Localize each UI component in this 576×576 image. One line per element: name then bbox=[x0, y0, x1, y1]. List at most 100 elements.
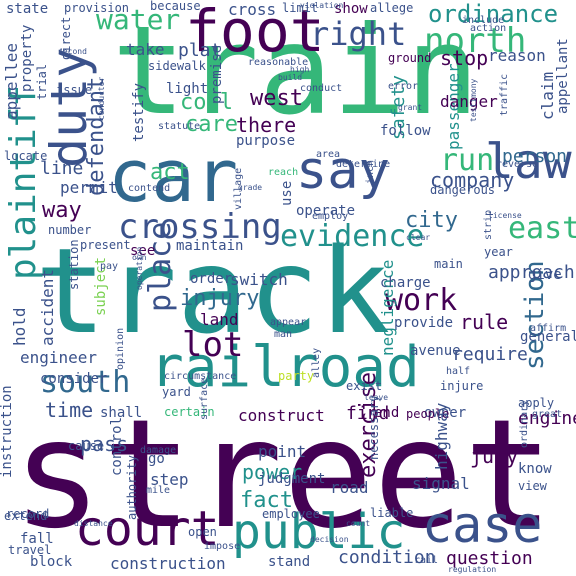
word-inch: inch bbox=[365, 159, 376, 184]
word-fact: fact bbox=[240, 488, 293, 513]
word-see: see bbox=[130, 243, 156, 259]
word-cross: cross bbox=[228, 0, 277, 19]
word-appellee: appellee bbox=[2, 42, 21, 120]
word-engineer: engineer bbox=[20, 348, 98, 367]
word-year: year bbox=[484, 245, 513, 259]
word-place: place bbox=[143, 221, 178, 312]
word-premise: premise bbox=[209, 44, 225, 104]
word-east: east bbox=[508, 211, 576, 246]
word-reasonable: reasonable bbox=[248, 57, 309, 68]
word-distance: distance bbox=[74, 519, 113, 528]
word-west: west bbox=[250, 86, 303, 111]
word-sidewalk: sidewalk bbox=[148, 59, 206, 73]
word-extend: extend bbox=[4, 509, 48, 523]
word-step: step bbox=[150, 470, 189, 489]
word-open: open bbox=[188, 525, 217, 539]
word-cause: cause bbox=[68, 439, 105, 453]
word-allege: allege bbox=[370, 1, 414, 15]
word-case: case bbox=[422, 496, 543, 554]
word-state: state bbox=[6, 1, 49, 17]
word-signal: signal bbox=[412, 474, 470, 493]
word-say: say bbox=[296, 141, 390, 201]
word-follow: follow bbox=[380, 123, 431, 139]
word-north: north bbox=[424, 21, 527, 61]
word-order: order bbox=[190, 271, 233, 287]
word-traffic: traffic bbox=[499, 73, 510, 116]
word-grade: grade bbox=[238, 183, 263, 192]
word-construction: construction bbox=[110, 554, 226, 573]
word-engine: engine bbox=[518, 408, 576, 429]
word-track: track bbox=[35, 222, 391, 360]
word-view: view bbox=[518, 479, 547, 493]
word-give: give bbox=[528, 267, 562, 283]
word-locate: locate bbox=[4, 149, 48, 163]
word-operate: operate bbox=[296, 203, 356, 219]
word-point: point bbox=[258, 442, 307, 461]
word-necessary: necessary bbox=[367, 394, 381, 460]
word-highway: highway bbox=[432, 402, 451, 470]
word-construct: construct bbox=[238, 406, 325, 425]
word-provide: provide bbox=[394, 315, 454, 331]
word-reach: reach bbox=[268, 167, 299, 178]
word-light: light bbox=[166, 81, 209, 97]
word-permit: permit bbox=[60, 178, 118, 197]
word-show: show bbox=[334, 1, 368, 17]
word-railroad: railroad bbox=[150, 335, 420, 400]
word-area: area bbox=[316, 149, 341, 160]
word-authority: authority bbox=[125, 454, 139, 520]
word-liable: liable bbox=[370, 506, 414, 520]
word-court: court bbox=[75, 501, 220, 557]
word-ordinance: ordinance bbox=[428, 0, 559, 28]
word-employ: employ bbox=[312, 211, 349, 222]
word-certain: certain bbox=[164, 405, 215, 419]
word-stop: stop bbox=[440, 46, 489, 70]
word-use: use bbox=[279, 180, 295, 206]
word-ordinary: ordinary bbox=[519, 399, 530, 448]
word-limit: limit bbox=[282, 1, 319, 15]
word-accident: accident bbox=[38, 268, 57, 346]
word-build: build bbox=[278, 73, 303, 82]
word-there: there bbox=[236, 113, 297, 137]
word-purpose: purpose bbox=[236, 133, 296, 149]
word-number: number bbox=[48, 223, 92, 237]
word-road: road bbox=[330, 478, 369, 497]
word-find: find bbox=[346, 403, 390, 424]
word-foot: foot bbox=[185, 0, 325, 65]
word-south: south bbox=[40, 365, 131, 400]
word-appear: appear bbox=[270, 317, 307, 328]
word-because: because bbox=[150, 0, 201, 13]
word-testify: testify bbox=[131, 82, 147, 142]
word-license: license bbox=[488, 211, 522, 220]
word-clear: clear bbox=[406, 233, 431, 242]
word-public: public bbox=[232, 504, 406, 560]
word-stand: stand bbox=[268, 554, 311, 570]
word-travel: travel bbox=[8, 543, 52, 557]
word-people: people bbox=[406, 407, 450, 421]
word-maintain: maintain bbox=[176, 238, 244, 254]
word-employee: employee bbox=[262, 507, 320, 521]
word-danger: danger bbox=[440, 92, 498, 111]
word-yard: yard bbox=[162, 385, 191, 399]
word-provision: provision bbox=[64, 1, 130, 15]
word-circumstance: circumstance bbox=[164, 371, 237, 382]
word-land: land bbox=[200, 310, 239, 329]
word-decision: decision bbox=[310, 535, 349, 544]
word-consider: consider bbox=[40, 371, 108, 387]
word-alley: alley bbox=[311, 347, 322, 378]
word-opinion: opinion bbox=[115, 327, 126, 370]
word-affirm: affirm bbox=[530, 323, 567, 334]
word-appellant: appellant bbox=[555, 38, 571, 114]
word-right: right bbox=[310, 15, 407, 53]
word-conduct: conduct bbox=[300, 83, 343, 94]
word-require: require bbox=[452, 344, 528, 365]
word-regulation: regulation bbox=[448, 565, 497, 574]
word-crossing: crossing bbox=[118, 207, 282, 247]
word-law: law bbox=[485, 134, 572, 190]
word-power: power bbox=[242, 460, 303, 484]
word-judgment: judgment bbox=[258, 471, 326, 487]
word-way: way bbox=[42, 198, 82, 223]
word-car: car bbox=[108, 134, 239, 218]
word-water: water bbox=[96, 3, 181, 36]
word-street: street bbox=[12, 388, 554, 562]
word-injure: injure bbox=[440, 379, 484, 393]
